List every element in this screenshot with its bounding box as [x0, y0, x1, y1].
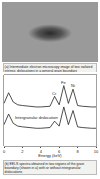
html-text:(b) EELS spectra obtained in t: (b) EELS spectra obtained in two regions…: [4, 161, 84, 174]
svg-text:Fe: Fe: [61, 80, 66, 85]
svg-text:Ni: Ni: [71, 83, 75, 88]
svg-text:Intergranular dislocation: Intergranular dislocation: [15, 115, 58, 120]
svg-text:Cr: Cr: [52, 91, 57, 96]
svg-text:0: 0: [3, 149, 6, 154]
svg-text:4: 4: [40, 149, 43, 154]
svg-text:8: 8: [76, 149, 79, 154]
html-text:(a) Intermediate electron micr: (a) Intermediate electron microscopy ima…: [4, 64, 93, 73]
svg-text:Energy (keV): Energy (keV): [38, 153, 62, 158]
svg-text:10: 10: [94, 149, 99, 154]
svg-text:6: 6: [58, 149, 61, 154]
svg-text:2: 2: [21, 149, 24, 154]
